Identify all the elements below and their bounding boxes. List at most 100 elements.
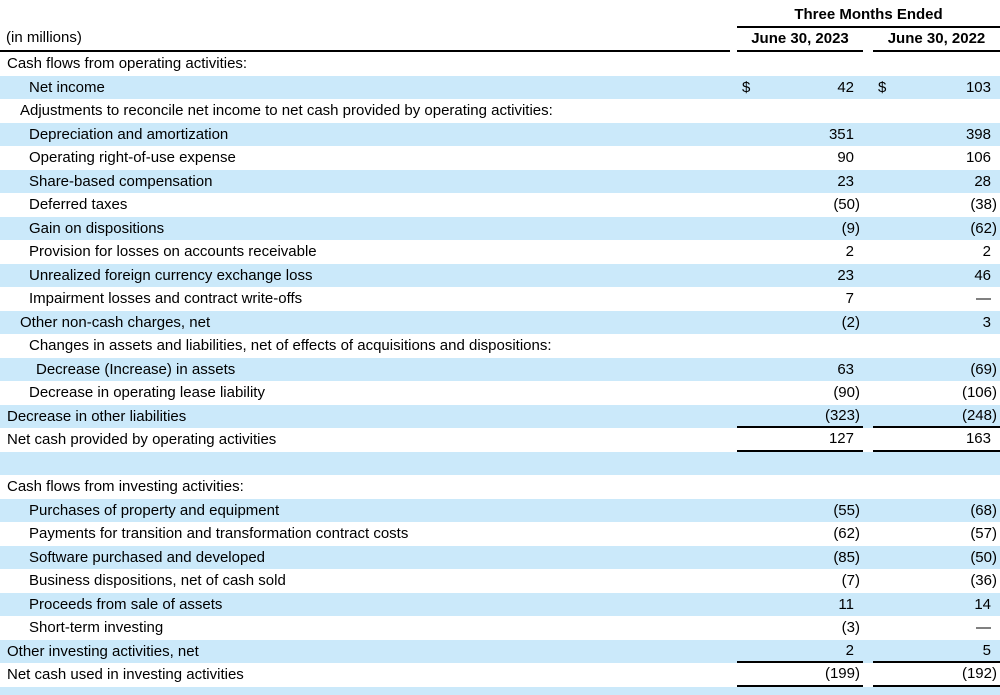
value-text: 127 — [828, 430, 854, 448]
value-cell-2023: 351 — [737, 123, 863, 147]
value-cell-2022 — [873, 475, 1000, 499]
date-column-headers: June 30, 2023 June 30, 2022 — [737, 28, 1000, 52]
value-text: (248) — [961, 406, 997, 424]
value-text: 23 — [837, 172, 854, 190]
spacer-row — [0, 686, 1000, 695]
value-cell-2023 — [737, 475, 863, 499]
table-row: Operating right-of-use expense 90 106 — [0, 146, 1000, 170]
value-text: (68) — [970, 501, 997, 519]
column-gutter — [863, 499, 873, 523]
value-text: (192) — [961, 665, 997, 683]
column-gutter — [863, 52, 873, 76]
value-text: 2 — [845, 243, 854, 261]
table-header: (in millions) Three Months Ended June 30… — [0, 0, 1000, 52]
value-text: 7 — [845, 290, 854, 308]
row-label: Software purchased and developed — [29, 548, 266, 566]
column-gutter — [863, 28, 873, 52]
row-label: Payments for transition and transformati… — [29, 525, 409, 543]
row-label: Provision for losses on accounts receiva… — [29, 243, 317, 261]
column-gutter — [863, 99, 873, 123]
row-label: Proceeds from sale of assets — [29, 595, 223, 613]
row-label: Depreciation and amortization — [29, 125, 229, 143]
value-text: (106) — [961, 384, 997, 402]
dollar-sign: $ — [742, 78, 751, 96]
table-row: Adjustments to reconcile net income to n… — [0, 99, 1000, 123]
table-row: Provision for losses on accounts receiva… — [0, 240, 1000, 264]
value-cell-2022: (57) — [873, 522, 1000, 546]
period-title: Three Months Ended — [737, 4, 1000, 28]
value-text: 14 — [974, 595, 991, 613]
table-row: Depreciation and amortization 351 398 — [0, 122, 1000, 147]
value-cell-2022 — [873, 452, 1000, 476]
table-row: Share-based compensation 23 28 — [0, 169, 1000, 194]
value-cell-2023: (7) — [737, 569, 863, 593]
row-label: Net income — [29, 78, 105, 96]
value-cell-2023: 23 — [737, 170, 863, 194]
row-label: Unrealized foreign currency exchange los… — [29, 266, 313, 284]
table-row: Impairment losses and contract write-off… — [0, 287, 1000, 311]
table-row: Changes in assets and liabilities, net o… — [0, 334, 1000, 358]
column-header-2023: June 30, 2023 — [737, 28, 863, 52]
value-text: 90 — [837, 149, 854, 167]
value-text: 351 — [828, 125, 854, 143]
value-cell-2023: (85) — [737, 546, 863, 570]
column-gutter — [863, 475, 873, 499]
value-text: (57) — [970, 525, 997, 543]
table-row: Decrease in operating lease liability (90… — [0, 381, 1000, 405]
table-row: Net income $42 $103 — [0, 75, 1000, 100]
dollar-sign: $ — [878, 78, 887, 96]
value-text: (38) — [970, 196, 997, 214]
value-text: (199) — [824, 665, 860, 683]
table-row: Net cash provided by operating activitie… — [0, 428, 1000, 452]
value-cell-2022: (62) — [873, 217, 1000, 241]
column-gutter — [863, 569, 873, 593]
period-columns: Three Months Ended June 30, 2023 June 30… — [737, 4, 1000, 52]
row-label: Decrease in operating lease liability — [29, 384, 265, 402]
value-cell-2022 — [873, 52, 1000, 76]
value-text: (69) — [970, 360, 997, 378]
value-cell-2023: (3) — [737, 616, 863, 640]
row-label: Decrease (Increase) in assets — [36, 360, 236, 378]
value-text: (36) — [970, 572, 997, 590]
value-cell-2022 — [873, 687, 1000, 695]
value-text: 11 — [838, 595, 854, 613]
value-cell-2023: (9) — [737, 217, 863, 241]
value-cell-2023 — [737, 99, 863, 123]
value-cell-2023: (323) — [737, 405, 863, 428]
value-cell-2022: 3 — [873, 311, 1000, 335]
table-row: Net cash used in investing activities (19… — [0, 663, 1000, 687]
value-cell-2023: 2 — [737, 240, 863, 264]
column-header-2022: June 30, 2022 — [873, 28, 1000, 52]
row-label: Net cash used in investing activities — [7, 666, 244, 684]
value-text: 2 — [982, 243, 991, 261]
table-row: Decrease in other liabilities (323) (248) — [0, 404, 1000, 428]
column-gutter — [863, 663, 873, 687]
column-gutter — [863, 123, 873, 147]
value-cell-2023: (50) — [737, 193, 863, 217]
value-cell-2023: 63 — [737, 358, 863, 382]
value-text: 3 — [982, 313, 991, 331]
row-label: Other investing activities, net — [7, 642, 199, 660]
value-cell-2022: (106) — [873, 381, 1000, 405]
value-text: 63 — [837, 360, 854, 378]
table-body: Cash flows from operating activities: Net… — [0, 52, 1000, 695]
table-row: Short-term investing (3) — — [0, 616, 1000, 640]
row-label: Net cash provided by operating activitie… — [7, 431, 277, 449]
value-text: (50) — [833, 196, 860, 214]
value-cell-2022: $103 — [873, 76, 1000, 100]
value-text: — — [976, 290, 991, 308]
column-gutter — [863, 381, 873, 405]
value-cell-2022: 5 — [873, 640, 1000, 663]
column-gutter — [863, 428, 873, 452]
row-label: Impairment losses and contract write-off… — [29, 290, 303, 308]
value-cell-2023: (55) — [737, 499, 863, 523]
value-text: (7) — [841, 572, 860, 590]
table-row: Decrease (Increase) in assets 63 (69) — [0, 357, 1000, 382]
value-cell-2022: 14 — [873, 593, 1000, 617]
value-cell-2022 — [873, 334, 1000, 358]
row-label: Cash flows from operating activities: — [7, 55, 248, 73]
value-cell-2023: (199) — [737, 663, 863, 687]
row-label: Cash flows from investing activities: — [7, 478, 244, 496]
value-text: 2 — [845, 641, 854, 659]
value-cell-2022: (192) — [873, 663, 1000, 687]
